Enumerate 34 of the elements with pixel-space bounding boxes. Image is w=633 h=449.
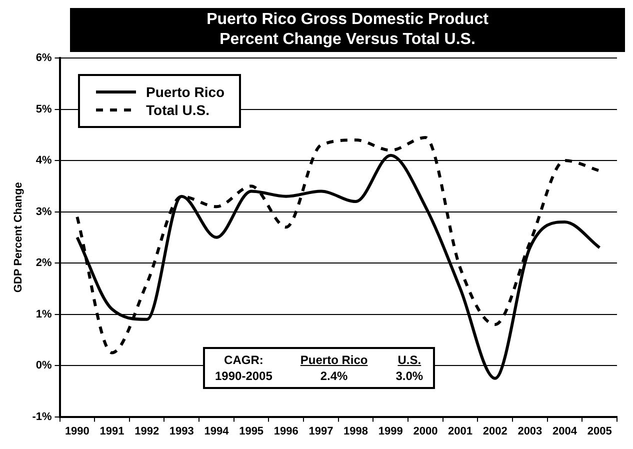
x-tick-label: 1995 [239,425,264,438]
x-tick-label: 1992 [134,425,160,438]
y-tick-label: 5% [36,103,52,116]
annotation: 2.4% [320,369,348,383]
y-tick-label: 1% [36,308,52,320]
y-tick-label: 4% [36,154,52,167]
y-tick-label: 3% [36,206,52,218]
x-tick-label: 1994 [204,425,230,438]
x-tick-label: 1999 [378,425,403,438]
y-tick-label: -1% [32,410,52,423]
x-tick-label: 2000 [413,425,438,438]
chart-title: Puerto Rico Gross Domestic Product Percent Change Versus Total U.S. [70,8,625,52]
x-tick-label: 1997 [308,425,334,438]
x-tick-label: 2005 [587,425,612,438]
annotation: CAGR: [224,353,264,367]
legend-label: Puerto Rico [146,84,225,100]
x-tick-label: 1998 [344,425,368,438]
y-tick-label: 0% [36,360,52,372]
y-tick-label: 6% [36,52,52,64]
annotation: 1990-2005 [215,369,272,383]
x-tick-label: 1993 [169,425,194,438]
x-tick-label: 1996 [274,425,298,438]
annotation: Puerto Rico [300,353,368,367]
y-tick-label: 2% [36,257,52,270]
x-tick-label: 2001 [448,425,473,438]
legend-label: Total U.S. [146,102,210,118]
x-tick-label: 2002 [482,425,508,438]
x-tick-label: 2004 [552,425,578,438]
y-axis-title: GDP Percent Change [12,182,25,293]
annotation: 3.0% [396,369,424,383]
x-tick-label: 1990 [64,425,90,438]
annotation: U.S. [398,353,422,367]
x-tick-label: 1991 [100,425,124,438]
x-tick-label: 2003 [518,425,542,438]
